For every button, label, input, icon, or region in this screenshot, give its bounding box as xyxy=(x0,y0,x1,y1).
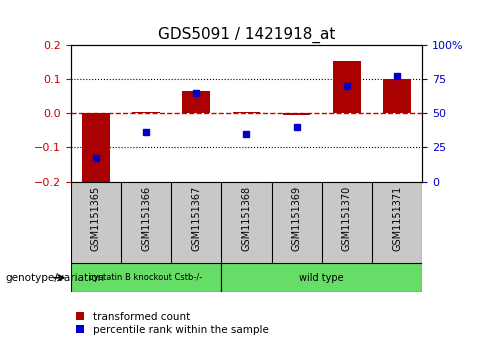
Bar xyxy=(383,79,411,113)
Text: wild type: wild type xyxy=(300,273,344,283)
Text: GSM1151368: GSM1151368 xyxy=(242,185,251,251)
Bar xyxy=(183,91,210,113)
Text: GSM1151365: GSM1151365 xyxy=(91,185,101,251)
Bar xyxy=(222,263,422,292)
Bar xyxy=(233,112,260,113)
Bar xyxy=(82,113,110,187)
Text: GSM1151371: GSM1151371 xyxy=(392,185,402,251)
Text: GSM1151366: GSM1151366 xyxy=(141,185,151,251)
Bar xyxy=(333,61,361,113)
Text: cystatin B knockout Cstb-/-: cystatin B knockout Cstb-/- xyxy=(89,273,203,282)
Text: GSM1151367: GSM1151367 xyxy=(191,185,201,251)
Text: genotype/variation: genotype/variation xyxy=(5,273,104,283)
Title: GDS5091 / 1421918_at: GDS5091 / 1421918_at xyxy=(158,26,335,42)
Bar xyxy=(71,263,222,292)
Legend: transformed count, percentile rank within the sample: transformed count, percentile rank withi… xyxy=(76,312,268,335)
Text: GSM1151369: GSM1151369 xyxy=(292,185,302,251)
Text: GSM1151370: GSM1151370 xyxy=(342,185,352,251)
Bar xyxy=(283,113,310,115)
Bar xyxy=(132,112,160,113)
